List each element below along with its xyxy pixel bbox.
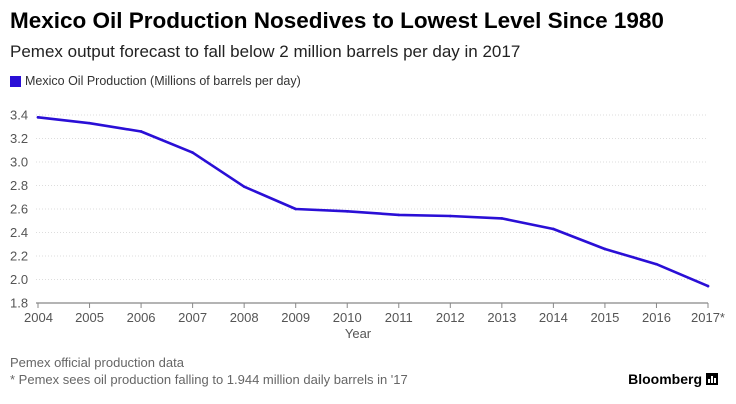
x-tick-label: 2013 — [487, 310, 516, 325]
x-tick-label: 2007 — [178, 310, 207, 325]
data-point — [397, 213, 401, 217]
legend-swatch — [10, 75, 21, 87]
chart-subtitle: Pemex output forecast to fall below 2 mi… — [10, 42, 521, 61]
x-tick-label: 2005 — [75, 310, 104, 325]
chart-title: Mexico Oil Production Nosedives to Lowes… — [10, 8, 664, 33]
x-tick-label: 2011 — [385, 310, 413, 325]
y-tick-label: 3.4 — [10, 108, 28, 123]
x-tick-label: 2006 — [127, 310, 156, 325]
y-tick-label: 2.4 — [10, 225, 28, 240]
brand-name: Bloomberg — [628, 371, 702, 387]
x-tick-label: 2008 — [230, 310, 259, 325]
data-point — [500, 217, 504, 220]
y-tick-label: 2.8 — [10, 178, 28, 193]
y-tick-label: 2.0 — [10, 272, 28, 287]
x-tick-label: 2012 — [436, 310, 465, 325]
legend: Mexico Oil Production (Millions of barre… — [10, 74, 301, 88]
y-tick-label: 1.8 — [10, 296, 28, 311]
data-point — [552, 227, 555, 231]
data-point — [36, 116, 40, 119]
data-point — [449, 214, 452, 218]
data-point — [655, 262, 658, 266]
data-point — [294, 207, 297, 211]
x-tick-label: 2016 — [642, 310, 671, 325]
x-tick-label: 2004 — [24, 310, 53, 325]
x-tick-label: 2009 — [281, 310, 310, 325]
bloomberg-logo: Bloomberg — [628, 371, 718, 387]
x-tick-label: 2010 — [333, 310, 362, 325]
source-note: Pemex official production data — [10, 355, 184, 370]
y-tick-label: 2.6 — [10, 202, 28, 217]
y-tick-label: 3.0 — [10, 155, 28, 170]
bar-chart-icon — [706, 373, 718, 385]
data-point — [88, 121, 91, 125]
legend-label: Mexico Oil Production (Millions of barre… — [25, 74, 301, 88]
footnote: * Pemex sees oil production falling to 1… — [10, 372, 408, 387]
data-point — [139, 130, 143, 133]
x-tick-label: 2015 — [590, 310, 619, 325]
x-tick-label: 2017* — [691, 310, 725, 325]
data-point — [242, 185, 246, 188]
series-line — [36, 116, 710, 288]
y-tick-label: 3.2 — [10, 131, 28, 146]
data-point — [603, 247, 607, 251]
x-tick-label: 2014 — [539, 310, 568, 325]
y-tick-label: 2.2 — [10, 249, 28, 264]
data-point — [345, 210, 349, 213]
data-point — [706, 284, 710, 288]
data-point — [191, 151, 194, 154]
x-axis-title: Year — [345, 326, 372, 341]
